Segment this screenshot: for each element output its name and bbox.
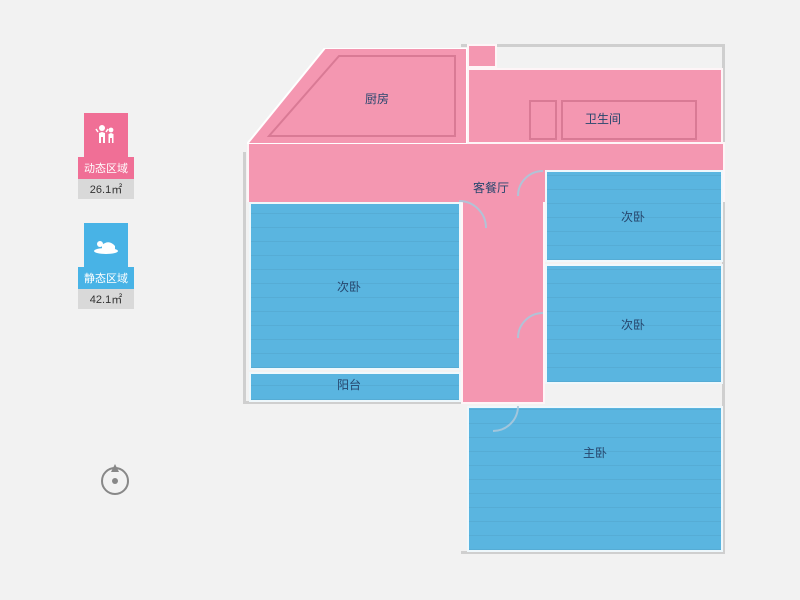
- legend-static-title: 静态区域: [78, 267, 134, 289]
- room-bed-e: [545, 264, 723, 384]
- legend-static: 静态区域 42.1㎡: [78, 223, 134, 309]
- legend-dynamic-title: 动态区域: [78, 157, 134, 179]
- room-balcony: [249, 372, 461, 402]
- room-bed-nw: [249, 202, 461, 370]
- room-bath-panel: [529, 100, 557, 140]
- people-icon: [84, 113, 128, 157]
- legend: 动态区域 26.1㎡ 静态区域 42.1㎡: [78, 113, 134, 333]
- room-bathroom: [561, 100, 697, 140]
- legend-dynamic-value: 26.1㎡: [78, 179, 134, 199]
- compass-icon: [96, 460, 134, 498]
- room-bed-ne: [545, 170, 723, 262]
- room-kitchen: [247, 48, 467, 144]
- legend-static-value: 42.1㎡: [78, 289, 134, 309]
- legend-dynamic: 动态区域 26.1㎡: [78, 113, 134, 199]
- floor-plan: 客餐厅 厨房 卫生间 次卧 阳台 次卧 次卧 主卧: [235, 44, 725, 554]
- bed-icon: [84, 223, 128, 267]
- room-notch: [467, 44, 497, 68]
